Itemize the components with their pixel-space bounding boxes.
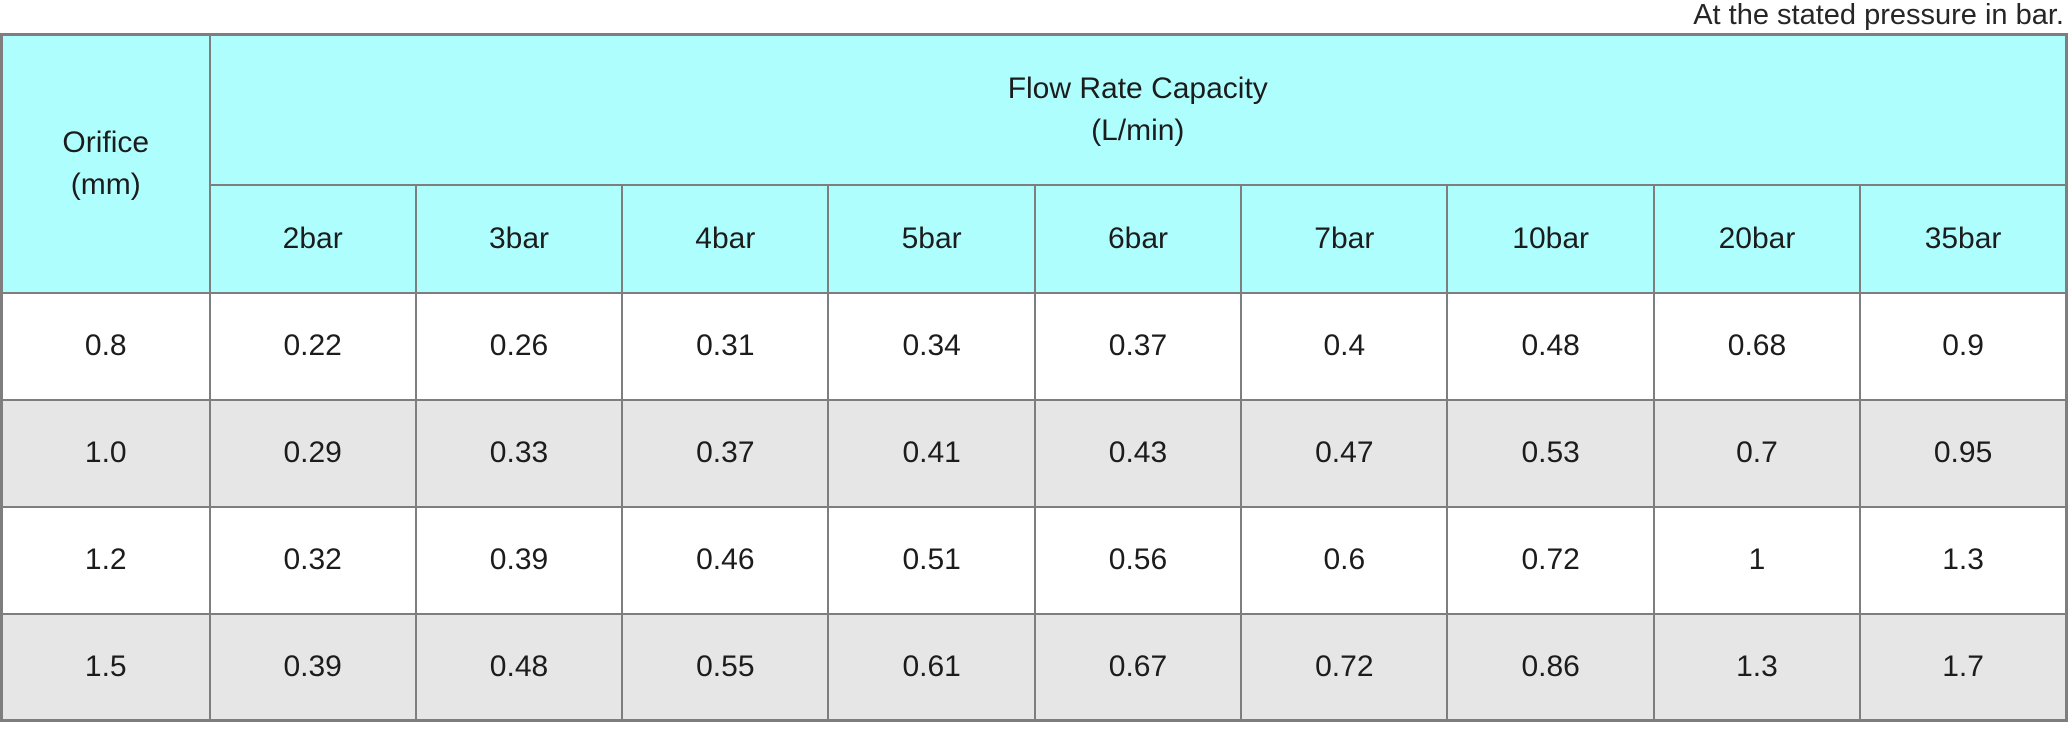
orifice-value: 1.5	[0, 612, 211, 722]
flow-value: 0.67	[1033, 612, 1243, 722]
orifice-value: 1.0	[0, 398, 211, 508]
orifice-header-line2: (mm)	[70, 167, 141, 201]
flow-value: 1	[1652, 505, 1862, 615]
table-row-orifice-1.2: 1.2 0.32 0.39 0.46 0.51 0.56 0.6 0.72 1 …	[0, 505, 2068, 615]
flow-value: 0.51	[827, 505, 1036, 615]
pressure-header-2bar: 2bar	[208, 183, 417, 294]
flow-value: 0.37	[1033, 291, 1243, 401]
flow-value: 0.9	[1859, 291, 2068, 401]
flow-value: 0.72	[1446, 505, 1655, 615]
flow-value: 0.53	[1446, 398, 1655, 508]
pressure-header-20bar: 20bar	[1652, 183, 1862, 294]
flow-value: 0.43	[1033, 398, 1243, 508]
flow-value: 0.34	[827, 291, 1036, 401]
pressure-header-7bar: 7bar	[1240, 183, 1449, 294]
flow-rate-capacity-table: Orifice (mm) Flow Rate Capacity (L/min) …	[0, 33, 2068, 722]
pressure-header-10bar: 10bar	[1446, 183, 1655, 294]
flow-value: 1.3	[1859, 505, 2068, 615]
flow-rate-header-line2: (L/min)	[1091, 113, 1185, 147]
orifice-column-header: Orifice (mm)	[0, 33, 211, 294]
flow-value: 0.86	[1446, 612, 1655, 722]
flow-value: 0.26	[414, 291, 624, 401]
orifice-value: 0.8	[0, 291, 211, 401]
flow-value: 0.56	[1033, 505, 1243, 615]
flow-value: 0.32	[208, 505, 417, 615]
pressure-note: At the stated pressure in bar.	[1693, 0, 2064, 31]
pressure-header-5bar: 5bar	[827, 183, 1036, 294]
flow-value: 0.29	[208, 398, 417, 508]
flow-value: 1.7	[1859, 612, 2068, 722]
flow-value: 0.22	[208, 291, 417, 401]
flow-rate-header-line1: Flow Rate Capacity	[1007, 71, 1268, 105]
table-row-orifice-0.8: 0.8 0.22 0.26 0.31 0.34 0.37 0.4 0.48 0.…	[0, 291, 2068, 401]
flow-value: 0.61	[827, 612, 1036, 722]
flow-value: 0.55	[621, 612, 830, 722]
flow-value: 0.95	[1859, 398, 2068, 508]
flow-value: 0.68	[1652, 291, 1862, 401]
flow-value: 0.37	[621, 398, 830, 508]
flow-value: 0.41	[827, 398, 1036, 508]
flow-value: 0.39	[414, 505, 624, 615]
pressure-header-35bar: 35bar	[1859, 183, 2068, 294]
pressure-header-row: 2bar 3bar 4bar 5bar 6bar 7bar 10bar 20ba…	[2, 183, 2068, 294]
flow-value: 0.31	[621, 291, 830, 401]
pressure-header-4bar: 4bar	[621, 183, 830, 294]
flow-value: 0.46	[621, 505, 830, 615]
orifice-header-line1: Orifice	[62, 125, 150, 159]
orifice-value: 1.2	[0, 505, 211, 615]
flow-value: 0.4	[1240, 291, 1449, 401]
flow-value: 1.3	[1652, 612, 1862, 722]
flow-value: 0.47	[1240, 398, 1449, 508]
flow-value: 0.33	[414, 398, 624, 508]
flow-rate-group-header: Flow Rate Capacity (L/min)	[208, 33, 2068, 186]
flow-value: 0.39	[208, 612, 417, 722]
flow-value: 0.48	[1446, 291, 1655, 401]
flow-value: 0.6	[1240, 505, 1449, 615]
flow-value: 0.72	[1240, 612, 1449, 722]
flow-value: 0.7	[1652, 398, 1862, 508]
flow-value: 0.48	[414, 612, 624, 722]
pressure-header-6bar: 6bar	[1033, 183, 1243, 294]
table-row-orifice-1.5: 1.5 0.39 0.48 0.55 0.61 0.67 0.72 0.86 1…	[0, 612, 2068, 722]
table-row-orifice-1.0: 1.0 0.29 0.33 0.37 0.41 0.43 0.47 0.53 0…	[0, 398, 2068, 508]
pressure-header-3bar: 3bar	[414, 183, 624, 294]
group-header-row: Orifice (mm) Flow Rate Capacity (L/min)	[0, 33, 2068, 294]
